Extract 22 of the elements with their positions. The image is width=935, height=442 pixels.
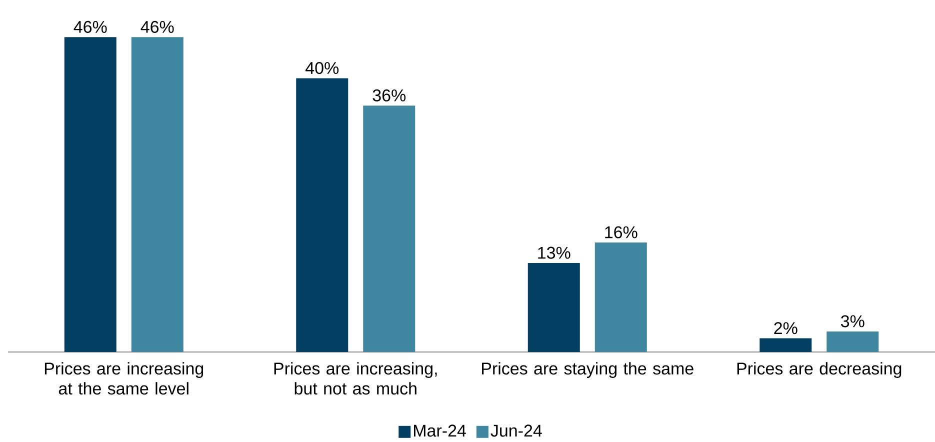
data-label: 13% xyxy=(538,246,570,259)
bar xyxy=(594,242,647,352)
bar xyxy=(826,331,879,352)
bar xyxy=(760,338,812,352)
bar xyxy=(363,106,416,352)
x-tick-label: Prices are increasing, but not as much xyxy=(274,362,437,395)
x-tick-label: Prices are decreasing xyxy=(737,362,902,378)
x-tick-label: Prices are increasing at the same level xyxy=(44,362,204,395)
data-label: 16% xyxy=(605,226,638,238)
data-label: 46% xyxy=(140,20,174,33)
data-label: 2% xyxy=(774,322,798,334)
legend-label: Mar-24 xyxy=(414,424,466,437)
bar xyxy=(131,37,184,352)
x-tick-label: Prices are staying the same xyxy=(482,362,694,378)
bar xyxy=(296,78,348,352)
data-label: 36% xyxy=(372,89,406,102)
bar xyxy=(528,263,580,352)
data-label: 3% xyxy=(840,315,864,328)
data-label: 46% xyxy=(74,20,107,33)
legend-label: Jun-24 xyxy=(490,424,542,437)
bar xyxy=(64,37,116,352)
data-label: 40% xyxy=(306,62,339,74)
